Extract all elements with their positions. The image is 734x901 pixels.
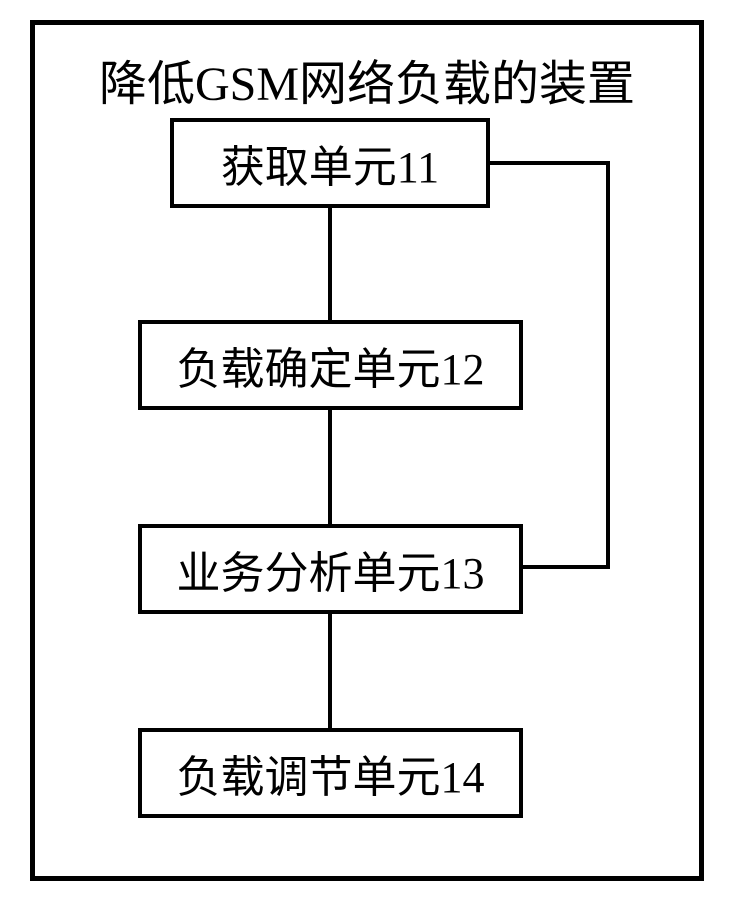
node-load-adjust-unit-14: 负载调节单元14 <box>138 728 523 818</box>
connector-11-to-13-right-bottom-h <box>523 565 610 569</box>
node-load-determine-unit-12: 负载确定单元12 <box>138 320 523 410</box>
connector-11-to-12 <box>328 208 332 320</box>
connector-13-to-14 <box>328 614 332 728</box>
connector-12-to-13 <box>328 410 332 524</box>
connector-11-to-13-right-v <box>606 161 610 569</box>
diagram-title: 降低GSM网络负载的装置 <box>60 44 674 114</box>
node-label: 获取单元11 <box>221 131 439 195</box>
diagram-canvas: 降低GSM网络负载的装置 获取单元11 负载确定单元12 业务分析单元13 负载… <box>0 0 734 901</box>
connector-11-to-13-right-top-h <box>490 161 610 165</box>
node-label: 业务分析单元13 <box>177 537 485 601</box>
node-service-analyze-unit-13: 业务分析单元13 <box>138 524 523 614</box>
node-label: 负载调节单元14 <box>177 741 485 805</box>
node-acquire-unit-11: 获取单元11 <box>170 118 490 208</box>
node-label: 负载确定单元12 <box>177 333 485 397</box>
